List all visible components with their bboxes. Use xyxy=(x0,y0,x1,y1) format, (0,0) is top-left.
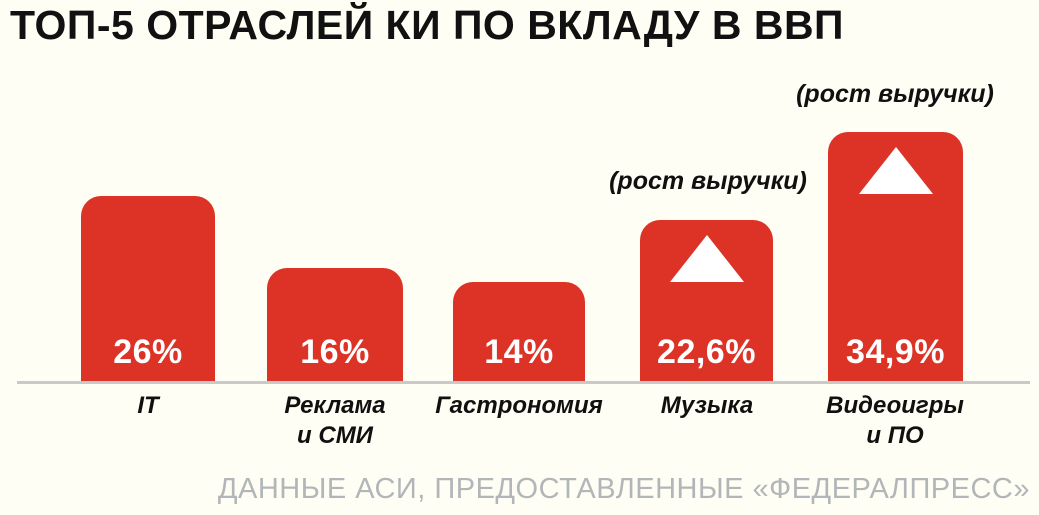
bar-value-label: 26% xyxy=(113,333,183,371)
bar-value-label: 16% xyxy=(300,333,370,371)
growth-up-triangle-icon xyxy=(858,147,933,194)
bar-gastronomy: 14% xyxy=(453,282,585,383)
category-label-it: IT xyxy=(137,392,159,419)
growth-annotation-music: (рост выручки) xyxy=(609,167,807,195)
bar-advertising-media: 16% xyxy=(267,268,403,383)
bar-value-label: 14% xyxy=(484,333,554,371)
bar-music: 22,6% xyxy=(640,220,773,383)
category-label-videogames-software: Видеоигры и ПО xyxy=(826,392,964,449)
growth-annotation-videogames: (рост выручки) xyxy=(796,80,994,108)
category-label-music: Музыка xyxy=(660,392,754,419)
bar-videogames-software: 34,9% xyxy=(828,132,963,383)
source-credit: ДАННЫЕ АСИ, ПРЕДОСТАВЛЕННЫЕ «ФЕДЕРАЛПРЕС… xyxy=(217,473,1030,505)
x-axis-line xyxy=(17,381,1030,384)
bar-value-label: 34,9% xyxy=(846,333,945,371)
growth-up-triangle-icon xyxy=(669,235,744,282)
chart-title: ТОП-5 ОТРАСЛЕЙ КИ ПО ВКЛАДУ В ВВП xyxy=(10,2,845,48)
bar-it: 26% xyxy=(81,196,215,383)
category-label-advertising-media: Реклама и СМИ xyxy=(284,392,386,449)
category-label-gastronomy: Гастрономия xyxy=(435,392,603,419)
bar-value-label: 22,6% xyxy=(657,333,756,371)
